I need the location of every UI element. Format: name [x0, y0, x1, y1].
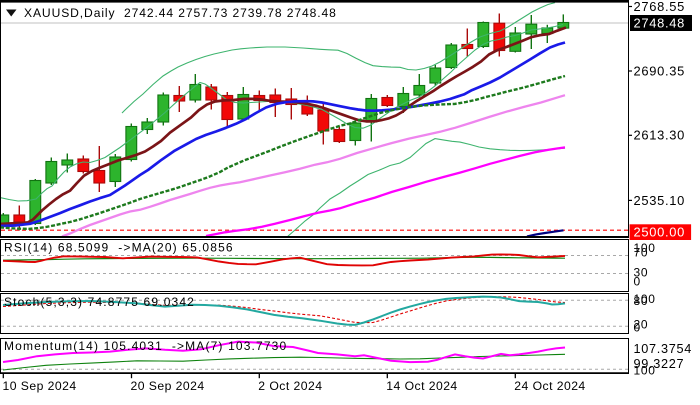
- svg-text:99.3227: 99.3227: [634, 357, 685, 371]
- svg-text:2 Oct 2024: 2 Oct 2024: [258, 379, 322, 393]
- svg-text:100: 100: [634, 364, 656, 378]
- svg-text:0: 0: [634, 320, 641, 334]
- svg-text:24 Oct 2024: 24 Oct 2024: [514, 379, 585, 393]
- svg-text:100: 100: [634, 241, 656, 255]
- svg-text:2768.55: 2768.55: [634, 0, 686, 14]
- svg-text:XAUUSD,Daily 2742.44 2757.73: XAUUSD,Daily 2742.44 2757.73 2739.78 274…: [24, 6, 337, 20]
- svg-text:0: 0: [634, 275, 641, 289]
- svg-text:14 Oct 2024: 14 Oct 2024: [386, 379, 457, 393]
- svg-text:70: 70: [634, 246, 649, 260]
- svg-text:100: 100: [634, 292, 656, 306]
- svg-text:10 Sep 2024: 10 Sep 2024: [3, 379, 77, 393]
- svg-text:20 Sep 2024: 20 Sep 2024: [131, 379, 205, 393]
- svg-text:2748.48: 2748.48: [634, 16, 686, 31]
- svg-text:RSI(14) 68.5099 ->MA(20) 65.0: RSI(14) 68.5099 ->MA(20) 65.0856: [4, 241, 234, 255]
- svg-text:107.3754: 107.3754: [634, 342, 693, 356]
- svg-text:2613.30: 2613.30: [634, 128, 686, 143]
- svg-text:20: 20: [634, 317, 649, 331]
- svg-text:2500.00: 2500.00: [634, 225, 686, 240]
- svg-text:Momentum(14) 105.4031 ->MA(7): Momentum(14) 105.4031 ->MA(7) 103.7730: [4, 339, 287, 353]
- svg-text:30: 30: [634, 265, 649, 279]
- svg-text:2690.35: 2690.35: [634, 63, 686, 78]
- svg-text:80: 80: [634, 294, 649, 308]
- svg-text:Stoch(5,3,3) 74.8775 69.0342: Stoch(5,3,3) 74.8775 69.0342: [4, 295, 195, 309]
- svg-text:2535.10: 2535.10: [634, 193, 686, 208]
